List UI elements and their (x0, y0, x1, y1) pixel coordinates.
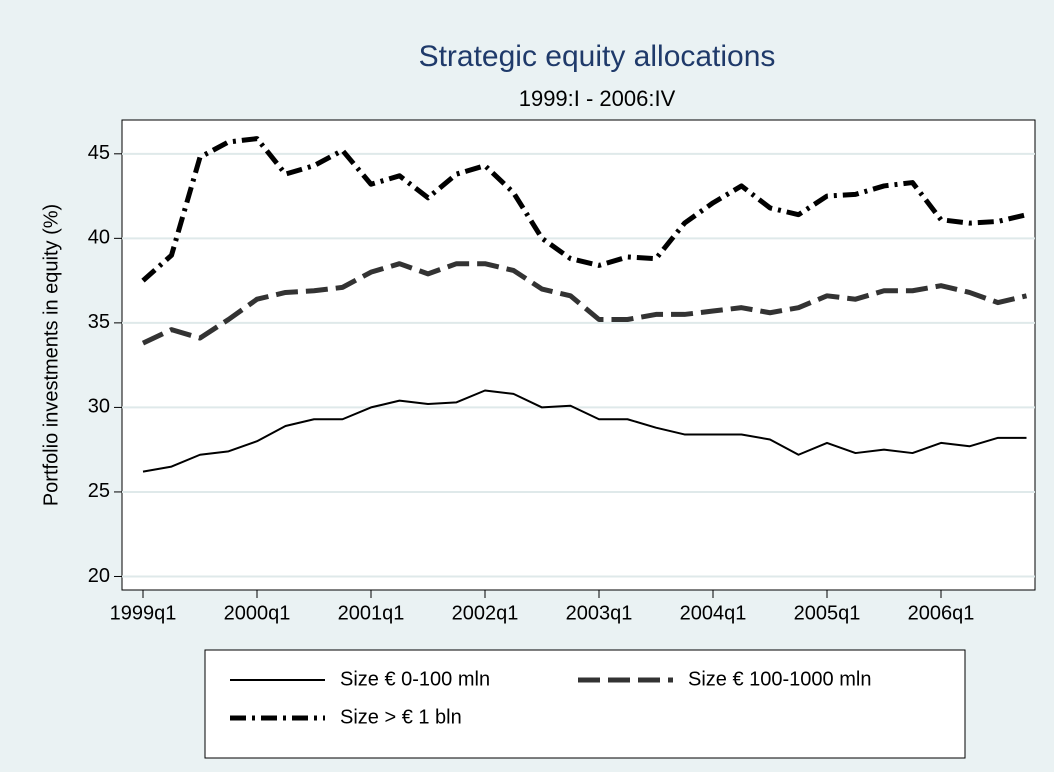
y-tick-label: 35 (88, 311, 110, 333)
x-tick-label: 1999q1 (110, 602, 177, 624)
y-tick-label: 25 (88, 480, 110, 502)
legend-label: Size € 100-1000 mln (688, 668, 871, 690)
chart-title: Strategic equity allocations (419, 40, 776, 73)
plot-area (121, 119, 1036, 591)
x-tick-label: 2002q1 (452, 602, 519, 624)
y-tick-label: 45 (88, 142, 110, 164)
legend-label: Size > € 1 bln (340, 706, 462, 728)
line-series (142, 389, 1027, 473)
line-series (141, 136, 1028, 283)
x-tick-label: 2003q1 (566, 602, 633, 624)
legend-label: Size € 0-100 mln (340, 668, 490, 690)
x-tick-label: 2006q1 (908, 602, 975, 624)
x-tick-label: 2004q1 (680, 602, 747, 624)
legend (204, 649, 966, 759)
x-tick-label: 2005q1 (794, 602, 861, 624)
y-tick-label: 30 (88, 396, 110, 418)
chart-subtitle: 1999:I - 2006:IV (519, 86, 676, 111)
y-axis-label: Portfolio investments in equity (%) (40, 204, 62, 506)
line-series (141, 261, 1028, 346)
y-tick-label: 40 (88, 227, 110, 249)
x-tick-label: 2001q1 (338, 602, 405, 624)
y-tick-label: 20 (88, 565, 110, 587)
x-tick-label: 2000q1 (224, 602, 291, 624)
